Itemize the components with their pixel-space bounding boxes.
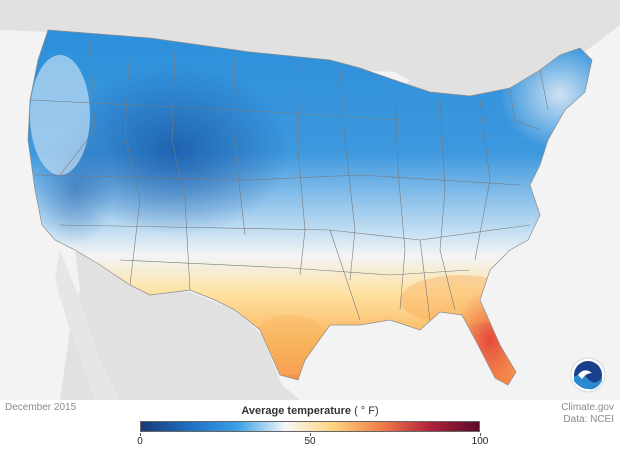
credit-data: Data: NCEI [563,414,614,425]
noaa-logo [570,357,606,393]
legend-color-bar [140,421,480,432]
period-label: December 2015 [5,402,77,413]
legend-unit: ( ° F) [354,405,379,417]
temperature-map [0,0,620,400]
map-area [0,0,620,400]
credit-source: Climate.gov [561,402,614,413]
legend-title-text: Average temperature [241,405,351,417]
legend-tick [479,433,481,436]
legend-tick-label: 50 [304,436,316,447]
legend-tick-label: 0 [137,436,143,447]
legend-tick [139,433,141,436]
state-borders [29,39,549,321]
canada-land [0,0,620,98]
us-outline [27,29,593,386]
legend-title: Average temperature ( ° F) [140,405,480,417]
mexico-land [60,250,300,400]
legend-tick-label: 100 [471,436,489,447]
credits: Climate.gov Data: NCEI [561,402,614,426]
legend-tick [309,433,311,436]
baja-peninsula [55,250,120,400]
